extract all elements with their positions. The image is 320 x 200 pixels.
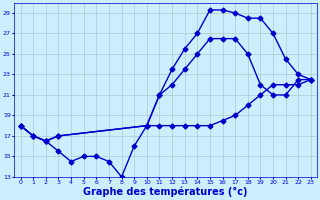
X-axis label: Graphe des températures (°c): Graphe des températures (°c) xyxy=(84,187,248,197)
